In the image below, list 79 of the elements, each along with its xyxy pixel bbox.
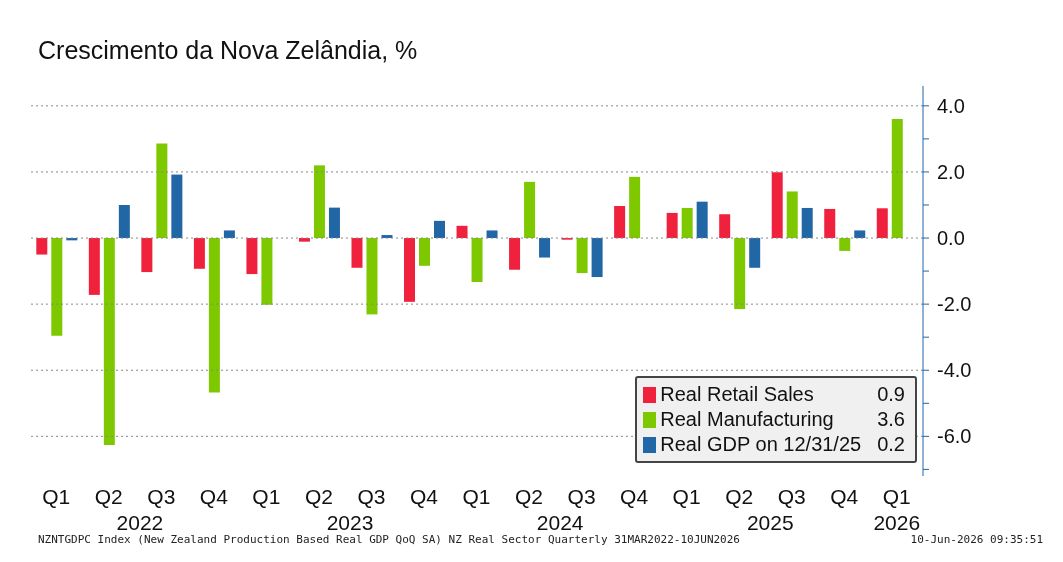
x-tick-label: Q4 [409,485,439,508]
bar [118,204,130,239]
bar [471,238,483,282]
x-tick-label: Q1 [252,485,281,508]
bar [246,238,258,275]
bar [749,238,761,268]
bar [456,225,468,239]
bar [681,207,693,239]
text: 10-Jun-2026 09:35:51 [910,533,1043,546]
bar [801,207,813,239]
x-tick-label: Q3 [567,485,596,508]
x-tick-label: Q1 [42,485,71,508]
legend-label: Real GDP on 12/31/25 0.2 [660,432,905,457]
bar [854,230,866,239]
x-tick-label: Q1 [672,485,701,508]
bar [419,238,431,266]
bar [208,238,220,393]
x-tick-label: Q4 [830,485,859,508]
x-tick-label: Q4 [620,485,649,508]
bar [261,238,273,305]
y-tick-label: 2.0 [937,160,965,183]
bar [771,172,783,239]
x-tick-label: Q2 [725,485,754,508]
y-tick-label: -2.0 [937,293,972,316]
text: Real Retail Sales 0.9 [660,383,905,405]
x-tick-label: Q2 [515,485,544,508]
bar [509,238,521,270]
bar [51,238,63,336]
bar [141,238,153,273]
text: 2026 [873,511,921,534]
bar [734,238,746,310]
y-tick-label: 0.0 [937,227,965,250]
bar [696,201,708,239]
chart-title: Crescimento da Nova Zelândia, % [38,36,418,65]
x-tick-label: Q3 [147,485,176,508]
y-tick-label: -4.0 [937,359,972,382]
bar [36,238,48,255]
bar [576,238,588,274]
bar [404,238,416,302]
y-tick-label: -6.0 [937,425,972,448]
bar [298,238,310,242]
x-tick-label: Q4 [199,485,229,508]
x-tick-label: Q2 [304,485,333,508]
x-tick-label: Q3 [357,485,386,508]
bar [103,238,115,445]
bar [786,191,798,239]
x-tick-label: Q1 [882,485,911,508]
bar [171,174,183,239]
y-tick-label: 4.0 [937,94,965,117]
bar [591,238,603,278]
bar [614,205,626,239]
bar [666,212,678,239]
bar [156,143,168,239]
text: 2023 [326,511,374,534]
bar [223,230,235,239]
bar [88,238,100,295]
x-tick-label: Q3 [777,485,806,508]
bar [629,176,641,239]
bar [313,165,325,239]
bar [719,214,731,239]
bar [839,238,851,251]
bar [524,181,536,239]
bar [434,220,446,239]
x-tick-label: Q2 [94,485,123,508]
bar [539,238,551,258]
bar [328,207,340,239]
text: 2024 [536,511,584,534]
text: NZNTGDPC Index (New Zealand Production Based Real GDP QoQ SA) NZ Real Sector Quarterly 31MAR2022-10JUN2026 [38,533,740,546]
bar [891,119,903,239]
x-tick-label: Q1 [462,485,491,508]
bar [366,238,378,315]
bar [193,238,205,269]
text: Real Manufacturing 3.6 [660,408,905,430]
bar [351,238,363,268]
bar [876,208,888,239]
text: 2025 [746,511,794,534]
bar [824,208,836,239]
bar [486,230,498,239]
text: 2022 [116,511,164,534]
